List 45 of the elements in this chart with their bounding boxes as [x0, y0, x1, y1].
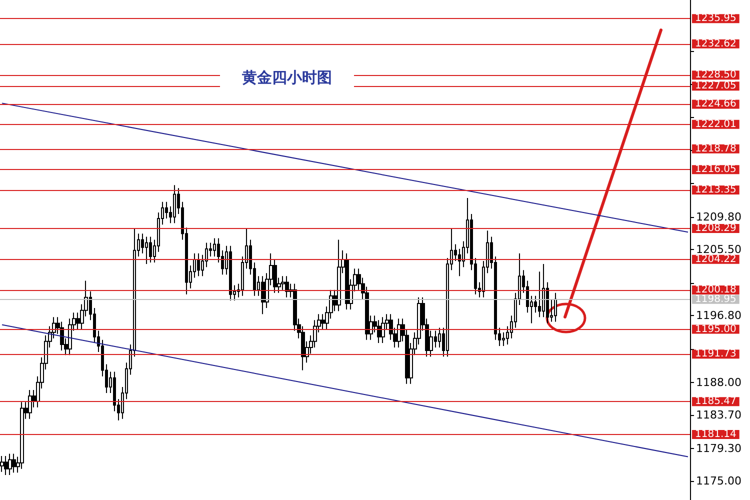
ref-line-label: 1204.22: [695, 254, 736, 265]
candlestick: [0, 455, 4, 472]
candlestick: [229, 245, 232, 301]
candlestick: [337, 239, 341, 312]
candlestick: [149, 236, 152, 264]
candlestick: [12, 453, 16, 474]
text: 黄金四小时图: [241, 68, 332, 86]
candlestick: [381, 316, 385, 344]
candlestick: [377, 320, 381, 344]
y-tick-label: 1183.70: [696, 408, 742, 422]
ref-line-label: 1232.62: [695, 38, 736, 50]
candlestick: [197, 252, 200, 277]
y-tick-label: 1205.50: [696, 243, 742, 256]
ref-line-label: 1198.95: [695, 294, 736, 305]
y-tick-label: 1179.30: [696, 442, 742, 455]
y-tick-label: 1175.00: [696, 474, 742, 488]
ref-line-label: 1195.00: [695, 324, 736, 335]
candlestick: [173, 184, 176, 224]
ref-line-label: 1191.73: [695, 348, 736, 360]
ref-line-label: 1235.95: [695, 13, 736, 24]
candlestick: [8, 453, 12, 476]
candlestick: [554, 292, 557, 322]
candlestick: [285, 276, 289, 298]
ref-line-label: 1216.05: [695, 164, 736, 176]
ref-line-label: 1228.50: [695, 70, 736, 81]
ref-line-label: 1208.29: [695, 222, 736, 234]
candlestick: [60, 321, 64, 352]
candlestick: [28, 389, 32, 420]
y-tick-label: 1196.80: [696, 309, 742, 322]
ref-line-label: 1224.66: [695, 98, 736, 110]
candlestick: [345, 252, 349, 310]
candlestick: [4, 455, 8, 476]
candlestick: [261, 276, 265, 315]
ref-line-label: 1218.78: [695, 143, 736, 154]
ref-line-label: 1222.01: [695, 118, 736, 130]
ref-line-label: 1200.18: [695, 284, 736, 296]
candlestick: [20, 402, 24, 470]
ref-line-label: 1213.35: [695, 184, 736, 196]
ref-line-label: 1227.05: [695, 80, 736, 92]
y-tick-label: 1209.80: [696, 210, 742, 224]
y-tick-label: 1188.00: [696, 376, 742, 389]
candlestick: [397, 318, 401, 348]
ref-line-label: 1185.47: [695, 396, 736, 408]
ref-line-label: 1181.14: [695, 428, 736, 440]
candlestick: [145, 236, 148, 265]
